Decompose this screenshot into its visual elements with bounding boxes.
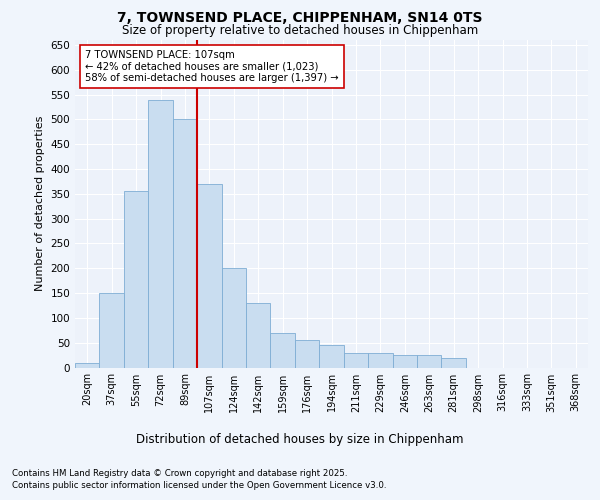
Text: Distribution of detached houses by size in Chippenham: Distribution of detached houses by size … (136, 432, 464, 446)
Bar (271, 333, 295, 368)
Bar (392, 355, 417, 368)
Bar (148, 100, 173, 368)
Bar (442, 358, 466, 368)
Bar (368, 352, 392, 368)
Bar (246, 303, 271, 368)
Text: Contains HM Land Registry data © Crown copyright and database right 2025.: Contains HM Land Registry data © Crown c… (12, 468, 347, 477)
Text: Contains public sector information licensed under the Open Government Licence v3: Contains public sector information licen… (12, 481, 386, 490)
Bar (417, 355, 442, 368)
Bar (221, 268, 246, 368)
Bar (197, 184, 221, 368)
Bar (75, 362, 100, 368)
Bar (100, 293, 124, 368)
Y-axis label: Number of detached properties: Number of detached properties (35, 116, 45, 292)
Text: 7, TOWNSEND PLACE, CHIPPENHAM, SN14 0TS: 7, TOWNSEND PLACE, CHIPPENHAM, SN14 0TS (117, 11, 483, 25)
Bar (319, 345, 344, 368)
Bar (344, 352, 368, 368)
Bar (295, 340, 319, 367)
Text: Size of property relative to detached houses in Chippenham: Size of property relative to detached ho… (122, 24, 478, 37)
Bar (173, 120, 197, 368)
Text: 7 TOWNSEND PLACE: 107sqm
← 42% of detached houses are smaller (1,023)
58% of sem: 7 TOWNSEND PLACE: 107sqm ← 42% of detach… (85, 50, 339, 83)
Bar (124, 192, 148, 368)
